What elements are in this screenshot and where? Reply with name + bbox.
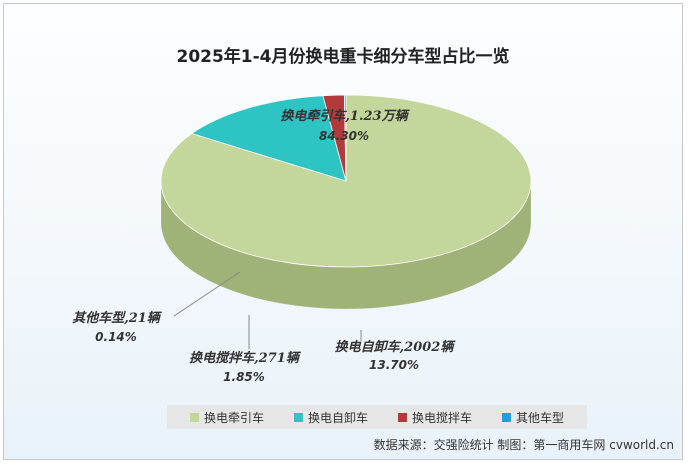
legend-label: 换电自卸车	[307, 410, 368, 425]
slice-dump	[190, 95, 347, 182]
slice-percent-dump: 13.70%	[369, 358, 419, 372]
legend-label: 换电牵引车	[203, 410, 264, 425]
legend-item-other: 其他车型	[501, 409, 564, 426]
slice-percent-tractor: 84.30%	[319, 129, 369, 143]
legend-item-tractor: 换电牵引车	[189, 409, 264, 426]
legend-item-mixer: 换电搅拌车	[397, 409, 472, 426]
legend-item-dump: 换电自卸车	[293, 409, 368, 426]
chart-frame: 2025年1-4月份换电重卡细分车型占比一览 换电牵引车,1.23万辆 84.30…	[3, 3, 683, 460]
legend-label: 换电搅拌车	[411, 410, 472, 425]
source-note: 数据来源：交强险统计 制图：第一商用车网 cvworld.cn	[373, 438, 674, 452]
slice-label-tractor: 换电牵引车,1.23万辆	[280, 108, 410, 124]
chart-title: 2025年1-4月份换电重卡细分车型占比一览	[176, 47, 510, 67]
legend-swatch	[397, 412, 407, 422]
slice-label-dump: 换电自卸车,2002辆	[335, 339, 457, 355]
slice-label-mixer: 换电搅拌车,271辆	[189, 350, 302, 366]
pie-tops	[160, 94, 532, 268]
legend: 换电牵引车 换电自卸车 换电搅拌车 其他车型	[167, 405, 587, 429]
slice-other	[343, 94, 347, 182]
legend-swatch	[189, 412, 199, 422]
legend-label: 其他车型	[515, 410, 564, 425]
slice-label-other: 其他车型,21辆	[72, 310, 163, 326]
leader-line-other	[173, 271, 241, 317]
slice-percent-mixer: 1.85%	[223, 370, 265, 384]
slice-percent-other: 0.14%	[95, 330, 137, 344]
pie-labels: 换电牵引车,1.23万辆 84.30% 换电自卸车,2002辆 13.70% 换电搅拌车…	[72, 108, 456, 384]
legend-swatch	[501, 412, 511, 422]
legend-swatch	[293, 412, 303, 422]
pie-chart: 换电牵引车,1.23万辆 84.30% 换电自卸车,2002辆 13.70% 换电搅拌车…	[72, 94, 532, 384]
